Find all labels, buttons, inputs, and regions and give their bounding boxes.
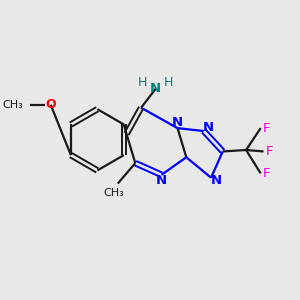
Text: N: N [150, 82, 161, 95]
Text: O: O [45, 98, 56, 111]
Text: H: H [164, 76, 173, 89]
Text: F: F [266, 145, 274, 158]
Text: CH₃: CH₃ [2, 100, 23, 110]
Text: N: N [156, 173, 167, 187]
Text: CH₃: CH₃ [103, 188, 124, 198]
Text: H: H [138, 76, 147, 89]
Text: N: N [203, 121, 214, 134]
Text: F: F [263, 122, 270, 135]
Text: F: F [263, 167, 270, 180]
Text: N: N [172, 116, 183, 129]
Text: N: N [211, 173, 222, 187]
